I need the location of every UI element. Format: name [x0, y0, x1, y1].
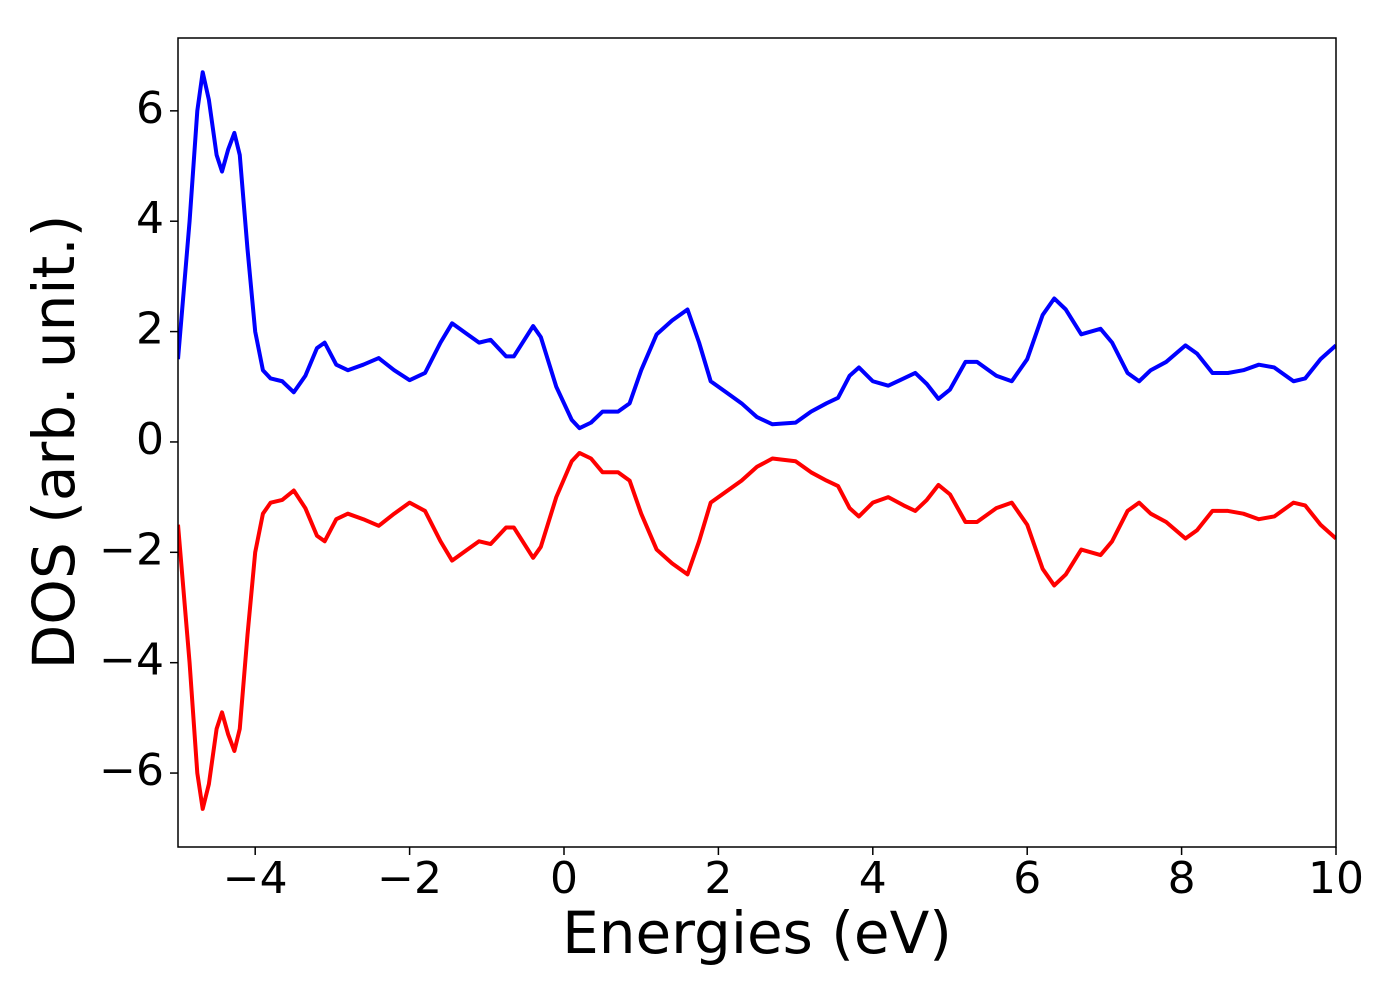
x-tick-label: −2	[377, 853, 442, 904]
y-tick-label: −4	[99, 635, 164, 686]
y-tick-label: 6	[136, 83, 164, 134]
y-axis-label: DOS (arb. unit.)	[20, 215, 88, 670]
y-tick-label: −6	[99, 745, 164, 796]
x-tick-label: 6	[1013, 853, 1041, 904]
x-tick-label: 10	[1308, 853, 1364, 904]
x-tick-label: −4	[223, 853, 288, 904]
x-tick-label: 0	[550, 853, 578, 904]
plot-frame	[177, 37, 1337, 848]
x-tick-label: 8	[1168, 853, 1196, 904]
y-tick-label: 2	[136, 304, 164, 355]
y-tick-label: −2	[99, 524, 164, 575]
y-tick-label: 0	[136, 414, 164, 465]
data-line	[178, 70, 1336, 431]
data-line	[178, 450, 1336, 811]
x-tick-label: 4	[859, 853, 887, 904]
x-axis-label: Energies (eV)	[562, 899, 952, 967]
x-tick-label: 2	[704, 853, 732, 904]
y-tick-label: 4	[136, 193, 164, 244]
